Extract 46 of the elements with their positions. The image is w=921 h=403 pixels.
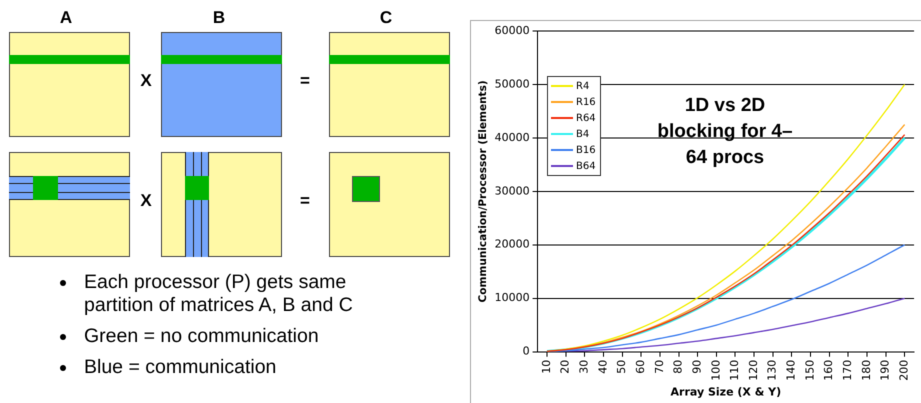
text: B (212, 8, 226, 28)
legend-label: B64 (576, 160, 596, 172)
text: C (378, 8, 394, 28)
x-tick-label: 90 (690, 360, 704, 374)
y-axis-title: Communication/Processor (Elements) (477, 80, 490, 302)
x-tick-label: 60 (634, 360, 647, 374)
text: = (299, 71, 311, 91)
x-tick-label: 130 (766, 360, 779, 381)
y-tick-label: 60000 (494, 24, 530, 37)
x-tick-label: 100 (709, 360, 722, 381)
text: Each processor (P) gets same partition of matrices A, B and C (84, 271, 353, 316)
text: X (139, 71, 153, 91)
y-tick-label: 20000 (494, 238, 530, 251)
x-axis-title: Array Size (X & Y) (670, 385, 782, 398)
y-tick-label: 30000 (494, 184, 530, 198)
y-tick-label: 0 (522, 344, 530, 358)
legend-label: B16 (576, 144, 596, 156)
text: Blue = communication (84, 356, 276, 378)
x-tick-label: 140 (784, 360, 798, 381)
y-tick-label: 10000 (494, 291, 530, 304)
x-tick-label: 70 (652, 360, 666, 374)
legend-label: B4 (576, 128, 590, 140)
text: 1D vs 2D blocking for 4–64 procs (656, 94, 794, 170)
x-tick-label: 30 (578, 360, 591, 374)
x-tick-label: 10 (540, 360, 553, 374)
x-tick-label: 150 (803, 360, 816, 381)
x-tick-label: 200 (898, 360, 911, 381)
y-tick-label: 50000 (494, 77, 530, 90)
x-tick-label: 160 (822, 360, 836, 381)
x-tick-label: 40 (596, 360, 610, 374)
x-tick-label: 50 (615, 360, 628, 374)
y-tick-label: 40000 (494, 130, 530, 144)
x-tick-label: 120 (746, 360, 760, 381)
text: = (299, 191, 311, 211)
x-tick-label: 20 (558, 360, 572, 374)
legend-label: R64 (576, 112, 596, 124)
x-tick-label: 80 (672, 360, 685, 374)
text: X (139, 191, 153, 211)
text: A (58, 8, 74, 28)
x-tick-label: 180 (860, 360, 873, 381)
legend-label: R4 (576, 80, 590, 92)
x-tick-label: 110 (728, 360, 742, 381)
x-tick-label: 190 (878, 360, 892, 381)
x-tick-label: 170 (841, 360, 854, 381)
legend-label: R16 (576, 96, 596, 108)
text: Green = no communication (84, 325, 319, 347)
